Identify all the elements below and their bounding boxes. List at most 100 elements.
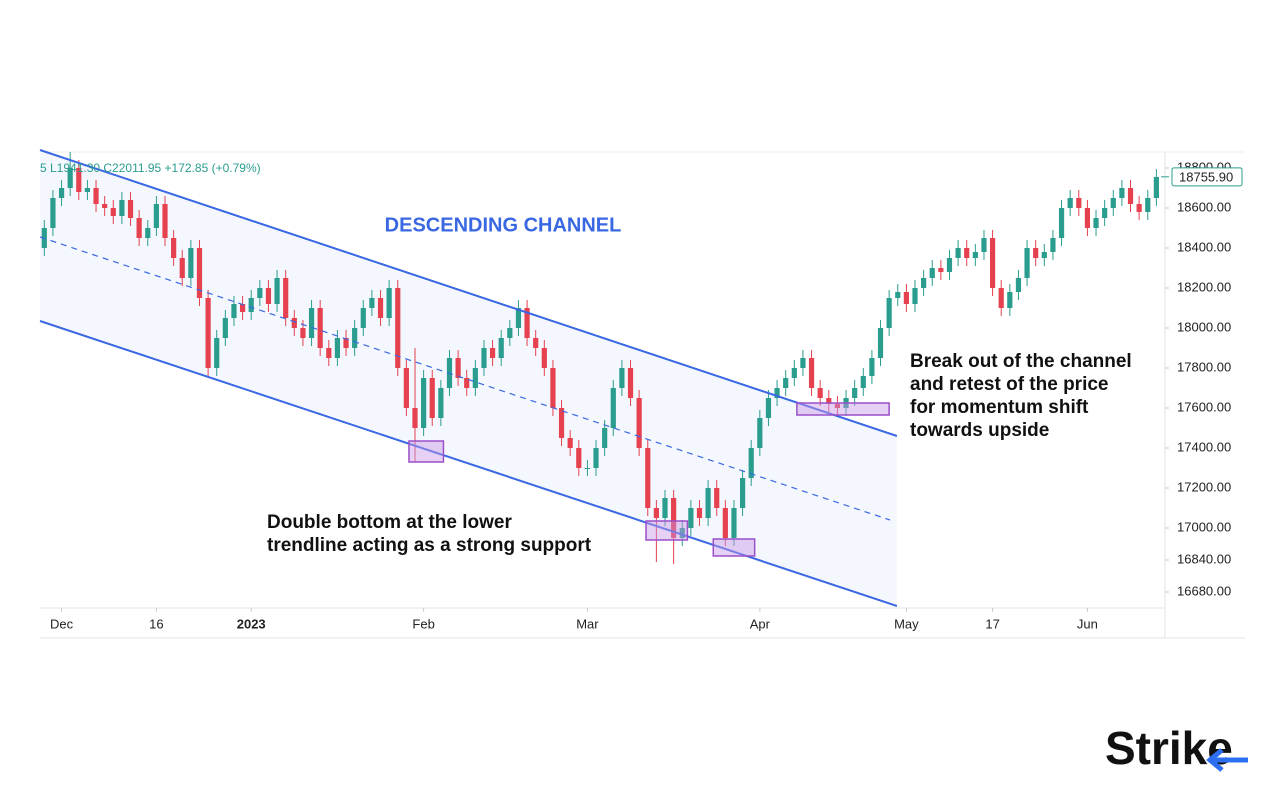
last-price-box — [1171, 167, 1243, 187]
candle-body — [222, 318, 228, 338]
x-tick-label: 16 — [149, 616, 163, 631]
candle-body — [412, 408, 418, 428]
candle-body — [619, 368, 625, 388]
candle-body — [929, 268, 935, 278]
candle-body — [860, 376, 866, 388]
x-tick-label: Dec — [50, 616, 74, 631]
candle-body — [360, 308, 366, 328]
candle-body — [714, 488, 720, 508]
channel-layer — [39, 149, 898, 607]
candle-body — [196, 248, 203, 298]
candle-body — [67, 168, 73, 188]
candle-body — [1110, 198, 1116, 208]
y-tick-label: 18600.00 — [1177, 199, 1231, 214]
candle-body — [671, 498, 677, 538]
candle-body — [610, 388, 616, 428]
candle-body — [265, 288, 272, 304]
candle-body — [757, 418, 763, 448]
candle-body — [317, 308, 323, 348]
candle-body — [989, 238, 996, 288]
x-tick-label: Mar — [576, 616, 599, 631]
candle-body — [1153, 177, 1159, 198]
annotation-line: Break out of the channel — [910, 351, 1132, 372]
candle-body — [515, 308, 522, 328]
annotation-line: and retest of the price — [910, 374, 1109, 395]
candle-body — [567, 438, 573, 448]
candle-body — [722, 508, 728, 538]
candle-body — [1076, 198, 1082, 208]
candle-body — [274, 278, 280, 304]
x-tick-label: 2023 — [237, 616, 266, 631]
candle-body — [1093, 218, 1099, 228]
x-tick-label: Feb — [412, 616, 434, 631]
candle-body — [1136, 204, 1142, 212]
candle-body — [602, 428, 608, 448]
candle-body — [498, 338, 504, 358]
candle-body — [1084, 208, 1091, 228]
candle-body — [938, 268, 944, 272]
annotation-line: for momentum shift — [910, 397, 1089, 418]
candle-body — [136, 218, 142, 238]
annotation-line: towards upside — [910, 420, 1049, 441]
candle-body — [119, 200, 125, 216]
candle-body — [964, 248, 970, 258]
candle-body — [576, 448, 582, 468]
candle-body — [455, 358, 461, 378]
x-tick-label: 17 — [985, 616, 999, 631]
candle-body — [162, 204, 168, 238]
y-tick-label: 17400.00 — [1177, 439, 1231, 454]
candle-body — [300, 328, 306, 338]
candle-body — [533, 338, 539, 348]
candle-body — [748, 448, 754, 478]
candle-body — [1145, 198, 1151, 212]
y-tick-label: 18200.00 — [1177, 279, 1231, 294]
chart-title: DESCENDING CHANNEL — [385, 214, 622, 236]
candle-body — [1007, 292, 1013, 308]
candle-body — [1041, 252, 1047, 258]
candle-body — [998, 288, 1004, 308]
candle-body — [343, 338, 349, 348]
candle-body — [438, 388, 444, 418]
candle-body — [257, 288, 263, 298]
candle-body — [153, 204, 159, 228]
tick-layer — [61, 167, 1169, 612]
candle-body — [912, 288, 918, 304]
candle-body — [291, 318, 297, 328]
candle-body — [645, 448, 651, 508]
candle-body — [326, 348, 332, 358]
candle-body — [50, 198, 56, 228]
candle-body — [627, 368, 634, 398]
candle-body — [705, 488, 711, 518]
channel-upper — [39, 149, 898, 437]
highlight-box — [645, 520, 689, 541]
brand-arrow — [1206, 748, 1248, 772]
y-tick-label: 17600.00 — [1177, 399, 1231, 414]
y-tick-label: 17200.00 — [1177, 479, 1231, 494]
candle-body — [636, 398, 642, 448]
candle-body — [765, 398, 772, 418]
candle-body — [826, 398, 832, 404]
candle-body — [981, 238, 987, 252]
candle-body — [464, 378, 470, 388]
candle-body — [558, 408, 565, 438]
candle-body — [903, 292, 909, 304]
highlight-box — [712, 538, 756, 557]
candle-body — [352, 328, 358, 348]
candle-body — [852, 388, 858, 398]
candle-body — [472, 368, 478, 388]
candle-body — [76, 168, 82, 192]
candle-body — [1102, 208, 1108, 218]
candle-body — [696, 508, 703, 518]
y-tick-label: 16680.00 — [1177, 583, 1231, 598]
candle-body — [369, 298, 375, 308]
candle-body — [783, 378, 789, 388]
candle-body — [429, 378, 435, 418]
candle-body — [834, 404, 841, 408]
candle-body — [239, 304, 246, 312]
candle-body — [877, 328, 884, 358]
candle-body — [127, 200, 134, 218]
candle-body — [1024, 248, 1030, 278]
candle-body — [541, 348, 547, 368]
candle-body — [58, 188, 65, 198]
y-tick-label: 17000.00 — [1177, 519, 1231, 534]
